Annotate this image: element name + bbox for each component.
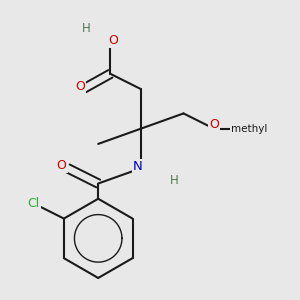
Text: O: O [109,34,118,47]
Text: O: O [75,80,85,92]
Text: N: N [133,160,143,173]
Text: methyl: methyl [231,124,267,134]
Text: H: H [170,174,179,187]
Text: Cl: Cl [27,197,40,210]
Text: H: H [82,22,90,34]
Text: O: O [57,159,67,172]
Text: O: O [209,118,219,130]
